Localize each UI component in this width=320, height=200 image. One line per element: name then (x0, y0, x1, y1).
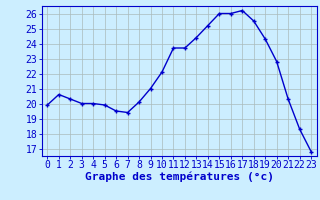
X-axis label: Graphe des températures (°c): Graphe des températures (°c) (85, 172, 274, 182)
